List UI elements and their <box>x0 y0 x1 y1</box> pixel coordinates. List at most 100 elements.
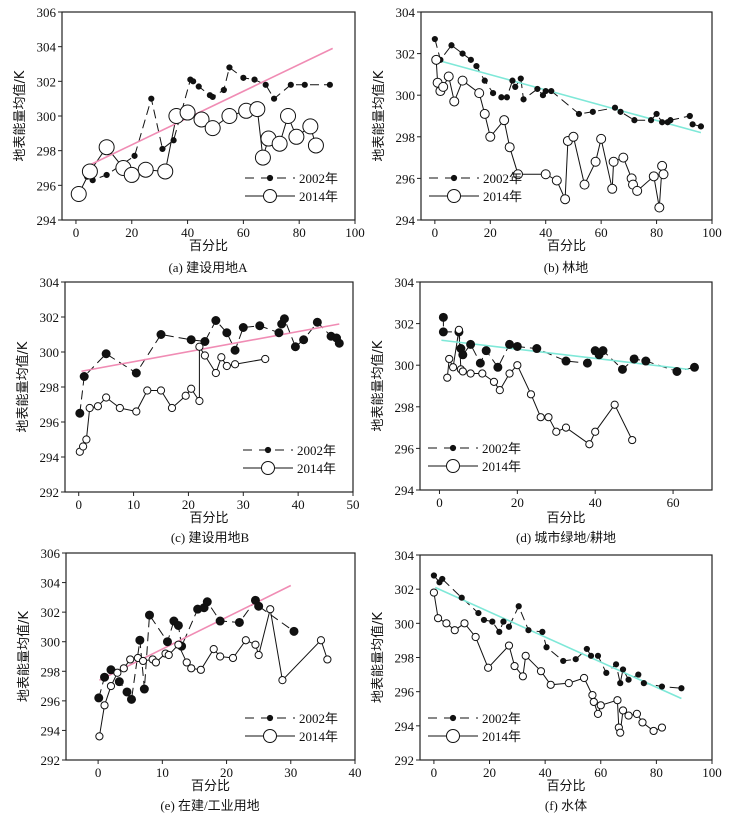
data-point-2014 <box>100 701 109 710</box>
data-point-2014 <box>302 118 319 135</box>
y-tick-label: 304 <box>41 576 61 591</box>
data-point-2002 <box>598 346 608 356</box>
y-tick-label: 296 <box>41 694 61 709</box>
data-point-2014 <box>251 640 260 649</box>
y-tick-label: 300 <box>395 616 415 631</box>
data-point-2014 <box>632 185 643 196</box>
y-axis-label: 地表能量均值/K <box>15 341 31 432</box>
data-point-2002 <box>575 110 583 118</box>
data-point-2002 <box>473 62 480 70</box>
data-point-2014 <box>209 645 218 654</box>
data-point-2002 <box>617 364 627 374</box>
x-tick-label: 40 <box>181 225 194 240</box>
data-point-2014 <box>540 169 551 180</box>
trend-line <box>81 323 340 373</box>
trend-line <box>434 586 682 700</box>
data-point-2002 <box>238 323 248 332</box>
data-point-2002 <box>226 64 233 71</box>
data-point-2002 <box>100 672 110 682</box>
data-point-2002 <box>431 35 438 43</box>
data-point-2002 <box>603 669 610 676</box>
data-point-2002 <box>512 341 522 351</box>
data-point-2014 <box>102 393 111 402</box>
panel-e: 0 10 20 30 40 292 294 296 298 300 302 304 306 百分比 地表能量… <box>16 546 362 813</box>
data-point-2014 <box>448 363 458 372</box>
data-point-2002 <box>131 368 141 378</box>
panel-caption: (e) 在建/工业用地 <box>160 798 259 813</box>
data-point-2014 <box>221 108 238 124</box>
x-tick-label: 30 <box>284 765 297 780</box>
data-point-2014 <box>585 440 594 449</box>
data-point-2002 <box>653 110 660 118</box>
data-point-2002 <box>439 575 446 583</box>
y-tick-label: 304 <box>396 5 416 20</box>
data-point-2002 <box>505 623 513 630</box>
data-point-2002 <box>170 137 177 144</box>
data-point-2002 <box>255 321 265 331</box>
y-tick-label: 302 <box>395 582 415 597</box>
data-point-2002 <box>200 337 210 346</box>
data-point-2014 <box>536 667 546 676</box>
data-point-2014 <box>95 732 104 741</box>
data-point-2014 <box>217 353 226 362</box>
data-point-2014 <box>70 186 87 202</box>
data-point-2002 <box>222 328 232 338</box>
data-point-2014 <box>579 179 590 190</box>
data-point-2014 <box>657 160 668 171</box>
x-tick-label: 0 <box>431 765 438 780</box>
data-point-2002 <box>438 327 448 337</box>
x-tick-label: 80 <box>293 225 306 240</box>
data-point-2002 <box>190 78 197 85</box>
data-point-2014 <box>307 137 324 154</box>
data-point-2002 <box>148 95 155 102</box>
data-point-2002 <box>326 81 333 88</box>
series-line-2002 <box>98 599 295 701</box>
x-axis-label: 百分比 <box>189 239 228 254</box>
data-point-2002 <box>75 408 85 418</box>
plot-area <box>438 312 699 449</box>
legend-marker <box>449 714 457 722</box>
x-tick-label: 10 <box>156 765 169 780</box>
data-point-2014 <box>196 665 205 674</box>
x-tick-label: 50 <box>347 497 360 512</box>
data-point-2002 <box>144 610 154 620</box>
data-point-2002 <box>631 117 638 124</box>
y-tick-label: 292 <box>40 485 60 500</box>
data-point-2014 <box>536 413 545 422</box>
x-tick-label: 20 <box>511 495 524 510</box>
data-point-2002 <box>162 637 172 647</box>
data-point-2014 <box>590 156 601 167</box>
data-point-2002 <box>481 77 488 84</box>
data-point-2014 <box>179 104 196 121</box>
plot-area <box>431 35 705 213</box>
data-point-2002 <box>251 76 258 83</box>
data-point-2014 <box>132 407 141 416</box>
x-tick-label: 60 <box>667 495 680 510</box>
legend-marker <box>263 729 277 743</box>
data-point-2014 <box>649 726 658 736</box>
data-point-2002 <box>629 354 639 364</box>
data-point-2014 <box>445 354 454 364</box>
data-point-2014 <box>551 175 562 186</box>
data-point-2014 <box>648 171 659 182</box>
data-point-2002 <box>515 603 522 610</box>
data-point-2002 <box>587 652 595 659</box>
x-tick-label: 20 <box>484 225 497 240</box>
data-point-2002 <box>640 680 647 687</box>
y-tick-label: 296 <box>395 685 415 700</box>
data-point-2002 <box>481 346 491 356</box>
data-point-2002 <box>254 601 264 611</box>
data-point-2014 <box>254 650 263 660</box>
data-point-2014 <box>85 403 94 413</box>
legend-marker <box>450 174 458 182</box>
legend-marker <box>266 174 274 182</box>
data-point-2002 <box>560 657 567 665</box>
y-tick-label: 302 <box>41 605 61 620</box>
y-tick-label: 292 <box>395 753 415 768</box>
data-point-2014 <box>187 664 196 673</box>
data-point-2002 <box>525 627 532 634</box>
legend: 2002年 2014年 <box>429 171 522 204</box>
data-point-2014 <box>195 396 204 406</box>
data-point-2002 <box>489 90 497 97</box>
